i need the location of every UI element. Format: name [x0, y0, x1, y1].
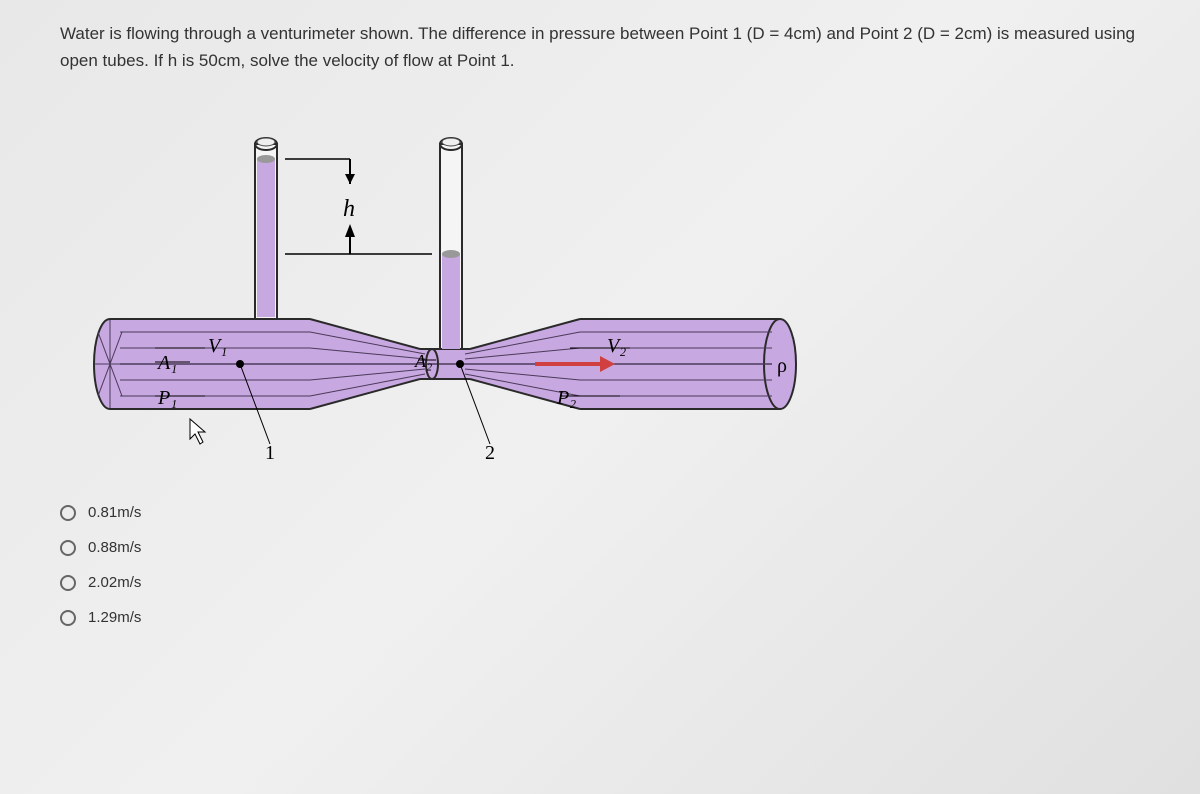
svg-text:A₁: A₁	[156, 352, 177, 374]
svg-text:2: 2	[485, 442, 495, 464]
svg-text:A₂: A₂	[414, 351, 432, 371]
svg-text:ρ: ρ	[777, 355, 787, 377]
option-c[interactable]: 2.02m/s	[60, 574, 1140, 591]
option-d[interactable]: 1.29m/s	[60, 609, 1140, 626]
venturimeter-diagram: h V₁ A₁ P₁ A₂ V₂ P₂ ρ 1 2	[60, 104, 810, 474]
radio-icon	[60, 610, 76, 626]
question-text: Water is flowing through a venturimeter …	[60, 20, 1140, 74]
svg-text:h: h	[343, 196, 355, 222]
radio-icon	[60, 575, 76, 591]
answer-options: 0.81m/s 0.88m/s 2.02m/s 1.29m/s	[60, 504, 1140, 626]
svg-text:V₁: V₁	[208, 335, 227, 357]
option-label: 0.88m/s	[88, 539, 141, 556]
option-label: 1.29m/s	[88, 609, 141, 626]
svg-text:1: 1	[265, 442, 275, 464]
radio-icon	[60, 540, 76, 556]
radio-icon	[60, 505, 76, 521]
svg-text:P₁: P₁	[157, 387, 177, 409]
option-label: 2.02m/s	[88, 574, 141, 591]
option-a[interactable]: 0.81m/s	[60, 504, 1140, 521]
svg-text:P₂: P₂	[556, 387, 576, 409]
option-label: 0.81m/s	[88, 504, 141, 521]
svg-text:V₂: V₂	[607, 335, 626, 357]
option-b[interactable]: 0.88m/s	[60, 539, 1140, 556]
